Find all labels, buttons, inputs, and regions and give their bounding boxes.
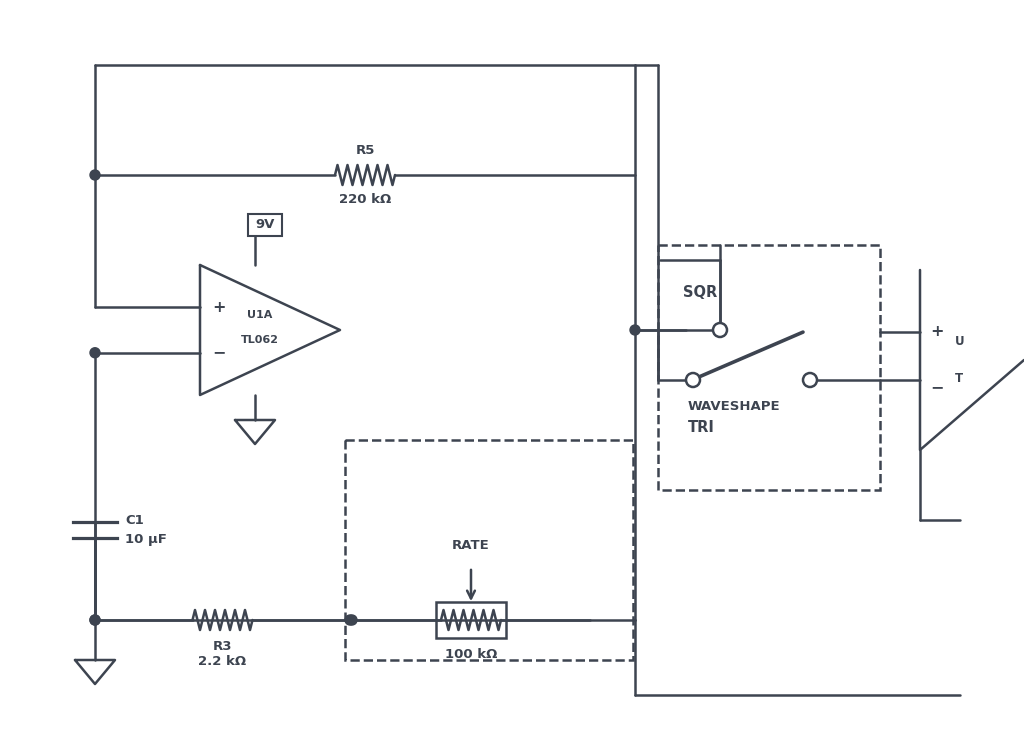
Bar xyxy=(436,602,506,638)
Text: RATE: RATE xyxy=(453,539,489,552)
Circle shape xyxy=(713,323,727,337)
Text: −: − xyxy=(930,381,943,395)
Bar xyxy=(345,440,633,660)
Circle shape xyxy=(686,373,700,387)
Text: T: T xyxy=(955,372,964,385)
Text: 2.2 kΩ: 2.2 kΩ xyxy=(199,655,247,668)
Text: R3: R3 xyxy=(213,640,232,653)
Text: U: U xyxy=(955,335,965,348)
Text: +: + xyxy=(930,324,943,340)
Text: +: + xyxy=(212,299,225,315)
Text: −: − xyxy=(212,346,225,360)
Text: 10 μF: 10 μF xyxy=(125,534,167,547)
Text: 220 kΩ: 220 kΩ xyxy=(339,193,391,206)
Circle shape xyxy=(345,615,355,625)
Text: SQR: SQR xyxy=(683,285,717,300)
Bar xyxy=(658,245,880,490)
Circle shape xyxy=(90,615,100,625)
Text: TRI: TRI xyxy=(688,420,715,435)
Circle shape xyxy=(90,348,100,358)
Text: 100 kΩ: 100 kΩ xyxy=(444,648,498,661)
Text: 9V: 9V xyxy=(255,218,274,231)
Text: WAVESHAPE: WAVESHAPE xyxy=(688,400,780,413)
Circle shape xyxy=(803,373,817,387)
Text: U1A: U1A xyxy=(248,310,272,320)
Text: R5: R5 xyxy=(355,144,375,157)
Bar xyxy=(248,214,282,236)
Circle shape xyxy=(90,170,100,180)
Text: TL062: TL062 xyxy=(241,335,279,345)
Circle shape xyxy=(347,615,357,625)
Circle shape xyxy=(90,615,100,625)
Circle shape xyxy=(630,325,640,335)
Text: C1: C1 xyxy=(125,514,143,526)
